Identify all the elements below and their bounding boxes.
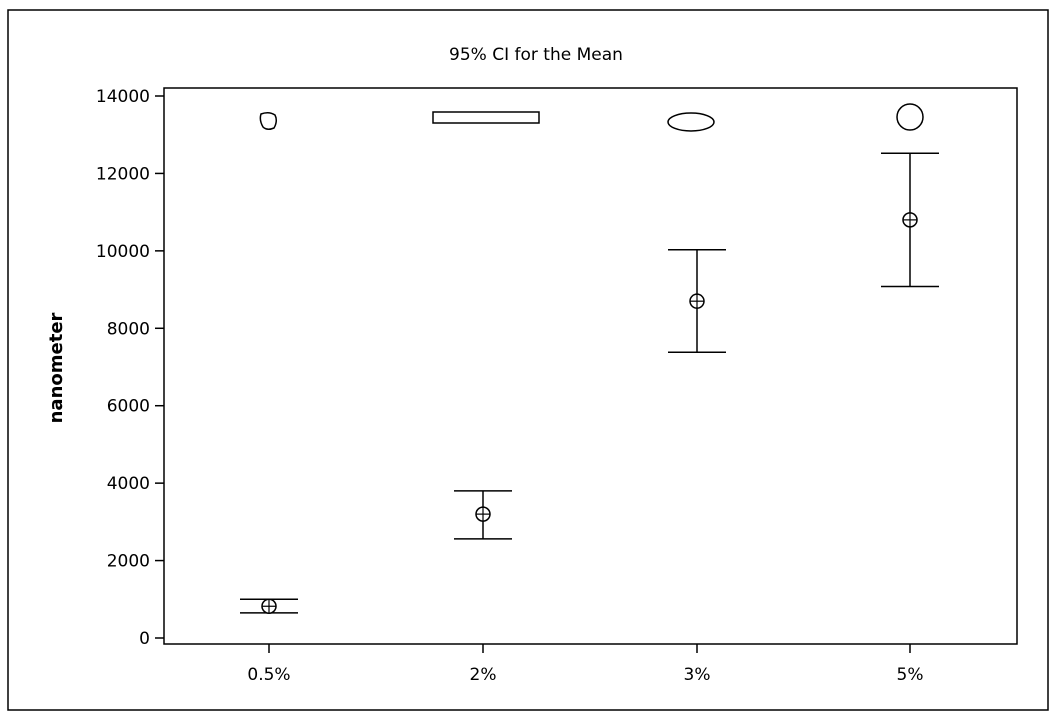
y-axis: 0 2000 4000 6000 8000 10000 12000 14000 [96,87,164,649]
x-tick-label: 0.5% [247,665,290,685]
blob-shape-icon [259,111,278,131]
x-axis: 0.5% 2% 3% 5% [247,644,923,685]
shape-icons [259,103,924,132]
y-tick-label: 0 [139,629,150,649]
y-tick-label: 2000 [107,552,150,572]
y-tick-label: 10000 [96,242,150,262]
circle-shape-icon [896,103,924,131]
x-tick-label: 2% [470,665,497,685]
y-tick-label: 12000 [96,164,150,184]
ellipse-shape-icon [667,112,715,132]
plot-area [163,87,1018,645]
rectangle-shape-icon [432,111,540,124]
x-tick-label: 3% [684,665,711,685]
x-tick-label: 5% [897,665,924,685]
y-tick-label: 14000 [96,87,150,107]
interval-series [240,152,939,615]
y-tick-label: 4000 [107,474,150,494]
y-tick-label: 8000 [107,319,150,339]
chart-title: 95% CI for the Mean [449,45,623,65]
y-tick-label: 6000 [107,397,150,417]
figure-border [7,9,1049,711]
y-axis-label: nanometer [46,312,67,423]
